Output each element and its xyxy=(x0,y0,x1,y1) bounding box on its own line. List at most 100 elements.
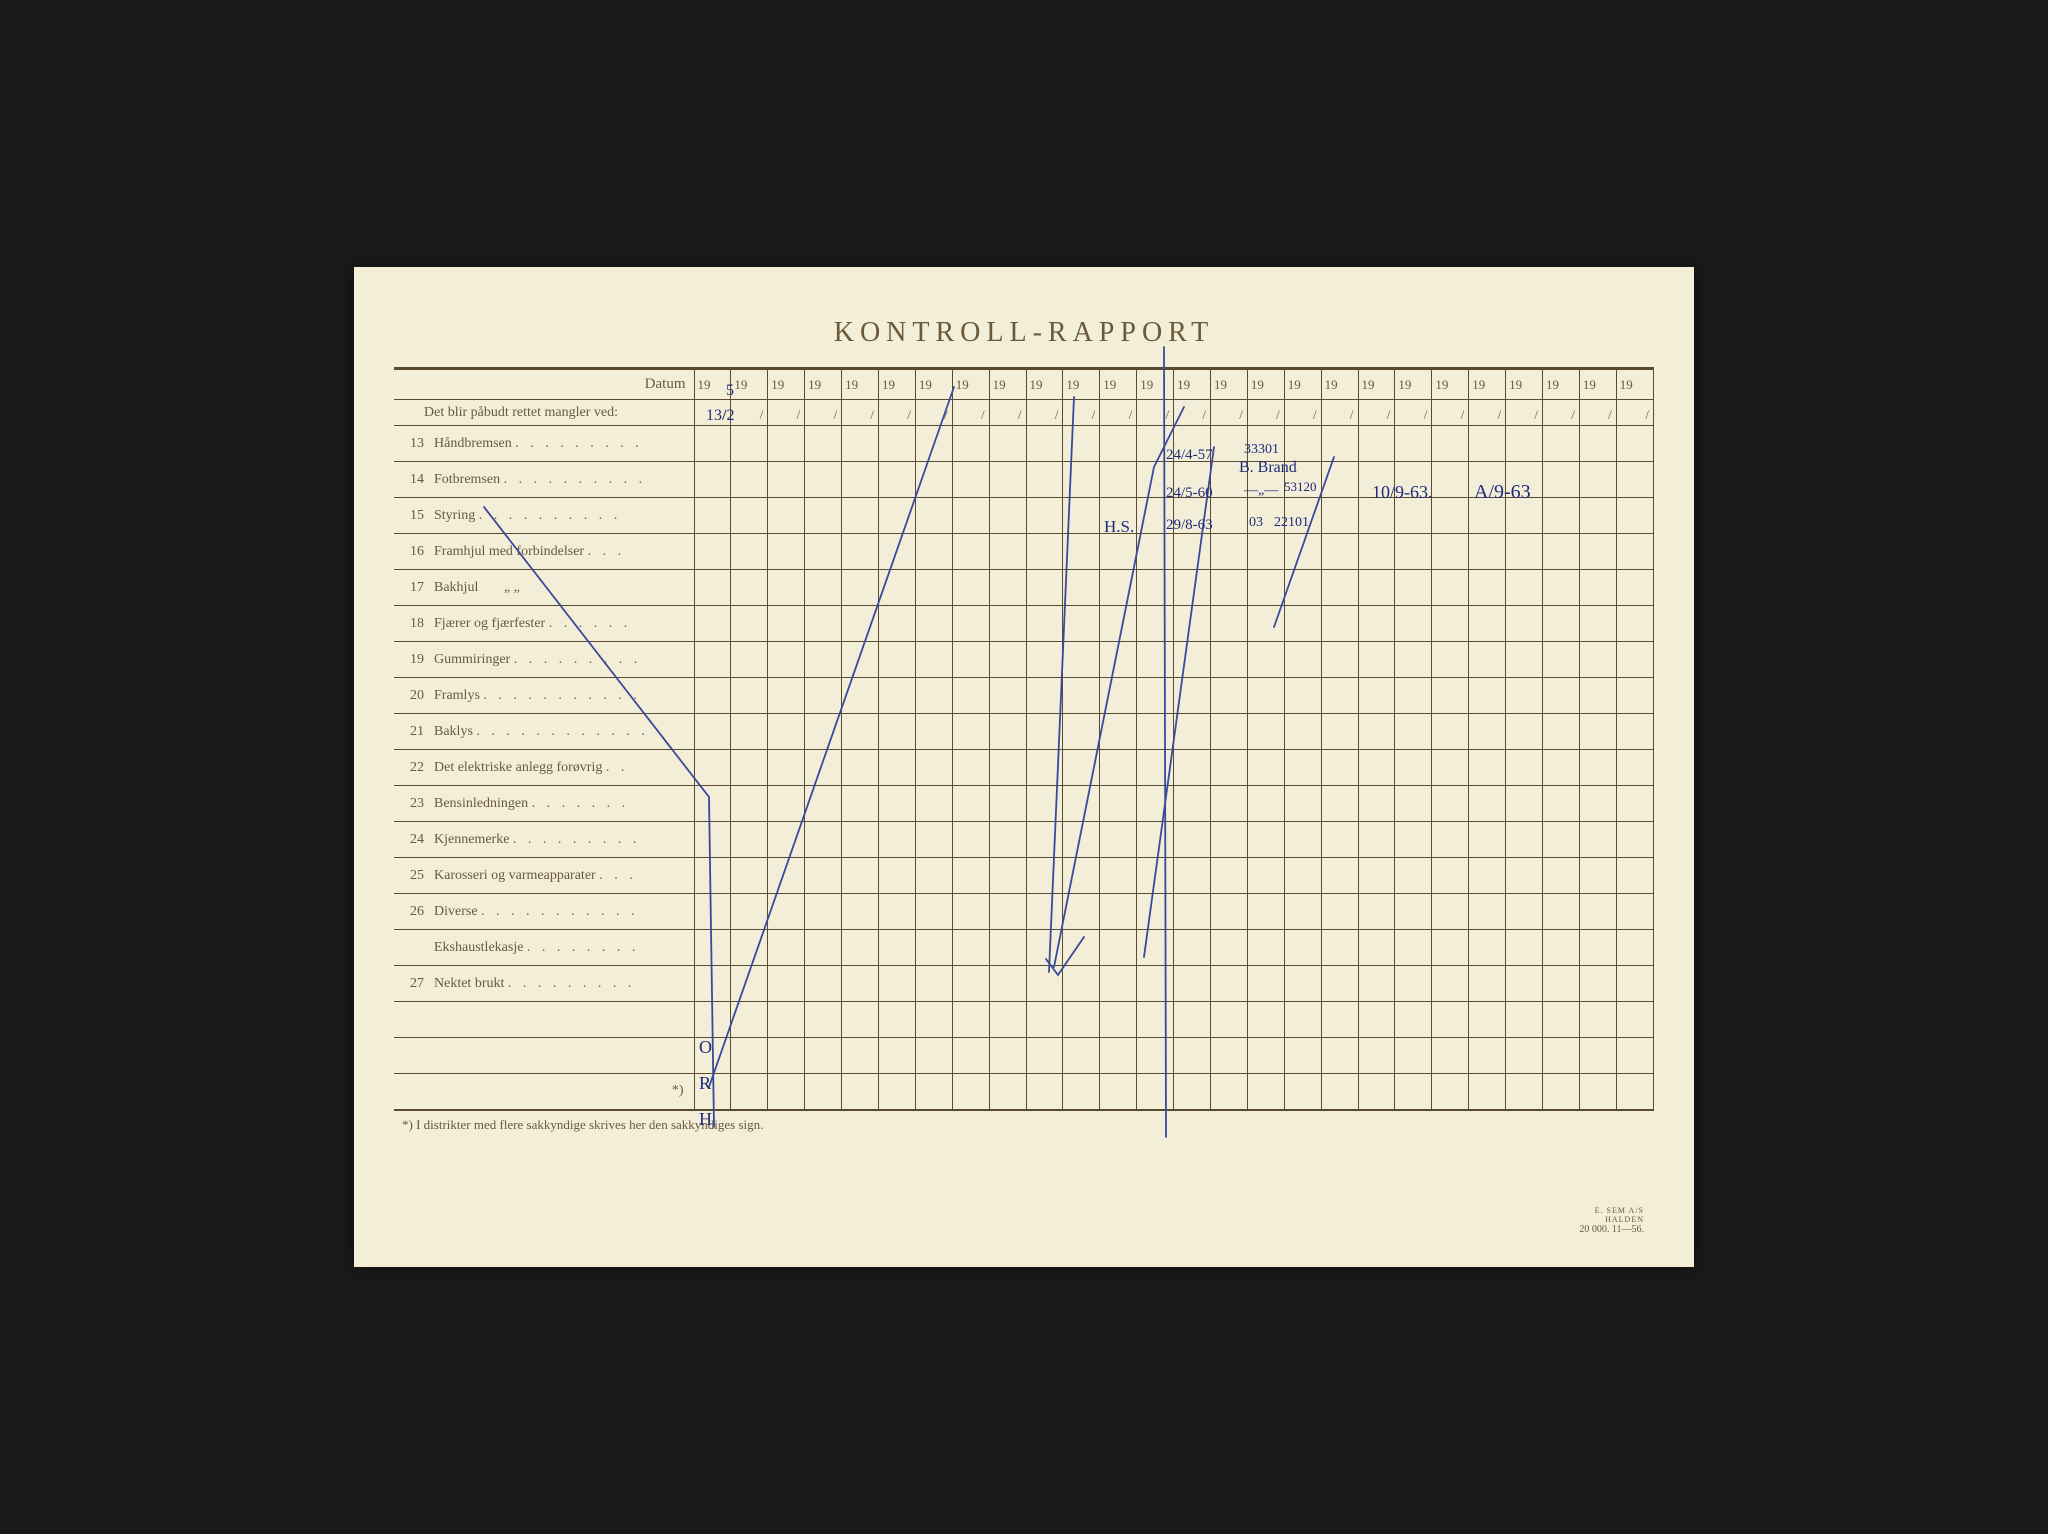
date-slash-cell: / xyxy=(1247,400,1284,426)
grid-cell xyxy=(989,570,1026,606)
grid-cell xyxy=(1284,714,1321,750)
grid-cell xyxy=(1026,714,1063,750)
grid-cell xyxy=(1210,606,1247,642)
grid-cell xyxy=(731,1038,768,1074)
grid-cell xyxy=(952,1002,989,1038)
grid-cell xyxy=(1247,426,1284,462)
grid-cell xyxy=(1174,642,1211,678)
grid-cell xyxy=(1579,534,1616,570)
grid-cell xyxy=(1506,822,1543,858)
grid-cell xyxy=(1137,606,1174,642)
grid-cell xyxy=(1579,570,1616,606)
grid-cell xyxy=(1579,606,1616,642)
grid-cell xyxy=(1026,678,1063,714)
grid-cell xyxy=(952,642,989,678)
year-column-header: 19 xyxy=(1395,370,1432,400)
grid-cell xyxy=(1432,1074,1469,1110)
grid-cell xyxy=(989,642,1026,678)
grid-cell xyxy=(1432,786,1469,822)
grid-cell xyxy=(1100,462,1137,498)
year-column-header: 19 xyxy=(989,370,1026,400)
grid-cell xyxy=(1137,678,1174,714)
grid-cell xyxy=(1247,534,1284,570)
grid-cell xyxy=(1432,1038,1469,1074)
grid-cell xyxy=(1063,1074,1100,1110)
grid-cell xyxy=(1247,714,1284,750)
date-slash-cell: / xyxy=(694,400,731,426)
date-slash-cell: / xyxy=(1506,400,1543,426)
grid-cell xyxy=(1100,678,1137,714)
datum-label: Datum xyxy=(394,370,694,400)
grid-cell xyxy=(731,750,768,786)
year-column-header: 19 xyxy=(1210,370,1247,400)
grid-cell xyxy=(1100,642,1137,678)
grid-cell xyxy=(1506,678,1543,714)
grid-cell xyxy=(1469,714,1506,750)
date-slash-cell: / xyxy=(805,400,842,426)
grid-cell xyxy=(805,498,842,534)
grid-cell xyxy=(1616,426,1653,462)
grid-cell xyxy=(952,426,989,462)
grid-cell xyxy=(1432,822,1469,858)
grid-cell xyxy=(1284,786,1321,822)
year-column-header: 19 xyxy=(1100,370,1137,400)
year-column-header: 19 xyxy=(1579,370,1616,400)
date-slash-cell: / xyxy=(1579,400,1616,426)
grid-cell xyxy=(1321,642,1358,678)
grid-cell xyxy=(1247,822,1284,858)
grid-cell xyxy=(1432,858,1469,894)
grid-cell xyxy=(989,606,1026,642)
grid-cell xyxy=(1026,570,1063,606)
grid-cell xyxy=(805,930,842,966)
grid-cell xyxy=(1432,930,1469,966)
grid-cell xyxy=(1542,858,1579,894)
grid-cell xyxy=(842,498,879,534)
grid-cell xyxy=(1174,1038,1211,1074)
grid-cell xyxy=(1358,786,1395,822)
grid-cell xyxy=(1174,894,1211,930)
grid-cell xyxy=(842,534,879,570)
grid-cell xyxy=(1284,534,1321,570)
grid-cell xyxy=(1210,1074,1247,1110)
grid-cell xyxy=(805,714,842,750)
grid-cell xyxy=(1026,534,1063,570)
grid-cell xyxy=(1616,750,1653,786)
grid-cell xyxy=(1616,606,1653,642)
grid-cell xyxy=(1358,822,1395,858)
grid-cell xyxy=(1358,606,1395,642)
grid-cell xyxy=(1137,642,1174,678)
grid-cell xyxy=(1026,426,1063,462)
grid-cell xyxy=(1026,750,1063,786)
grid-cell xyxy=(1469,930,1506,966)
grid-cell xyxy=(1284,1074,1321,1110)
grid-cell xyxy=(878,1074,915,1110)
grid-cell xyxy=(1174,498,1211,534)
grid-cell xyxy=(1616,1002,1653,1038)
grid-cell xyxy=(1063,750,1100,786)
grid-cell xyxy=(731,678,768,714)
year-column-header: 19 xyxy=(1247,370,1284,400)
grid-cell xyxy=(1247,678,1284,714)
grid-cell xyxy=(1542,714,1579,750)
grid-cell xyxy=(1100,1074,1137,1110)
grid-cell xyxy=(1542,606,1579,642)
grid-cell xyxy=(1395,462,1432,498)
grid-cell xyxy=(694,714,731,750)
grid-cell xyxy=(1469,534,1506,570)
grid-cell xyxy=(1100,750,1137,786)
grid-cell xyxy=(989,786,1026,822)
grid-cell xyxy=(1137,750,1174,786)
row-label: 27Nektet brukt . . . . . . . . . xyxy=(394,966,694,1002)
grid-cell xyxy=(1395,894,1432,930)
grid-cell xyxy=(1026,462,1063,498)
grid-cell xyxy=(1174,426,1211,462)
grid-cell xyxy=(989,858,1026,894)
grid-cell xyxy=(1579,822,1616,858)
grid-cell xyxy=(878,534,915,570)
grid-cell xyxy=(1579,750,1616,786)
grid-cell xyxy=(915,822,952,858)
grid-cell xyxy=(878,714,915,750)
grid-cell xyxy=(915,750,952,786)
grid-cell xyxy=(1137,858,1174,894)
year-column-header: 19 xyxy=(1321,370,1358,400)
